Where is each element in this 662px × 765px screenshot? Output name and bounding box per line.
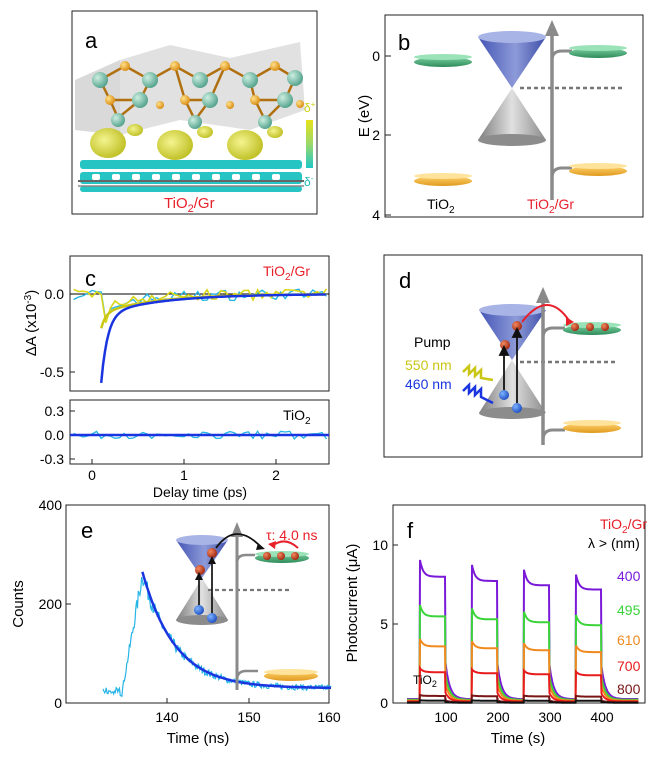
panel-e-xlabel: Time (ns) bbox=[167, 730, 230, 747]
electron-icons bbox=[500, 321, 609, 350]
panel-e-ylabel: Counts bbox=[10, 580, 27, 628]
panel-e-ytick: 0 bbox=[54, 695, 62, 711]
dirac-cone-icon bbox=[478, 31, 546, 146]
panel-c-top-label: TiO2/Gr bbox=[263, 263, 310, 283]
pump-460-icon bbox=[462, 381, 494, 405]
panel-e: e Counts Time (ns) 400 200 0 140 150 160 bbox=[10, 497, 341, 747]
pump-550-icon bbox=[462, 362, 494, 382]
panel-d-letter: d bbox=[399, 268, 411, 293]
legend-800: 800 bbox=[617, 681, 641, 697]
panel-f-ytick: 0 bbox=[380, 695, 388, 711]
panel-f-xtick: 100 bbox=[434, 709, 458, 725]
panel-c: c TiO2/Gr TiO2 ΔA (x10-3) 0.0 -0.5 0.3 0… bbox=[23, 255, 330, 500]
panel-e-ytick: 200 bbox=[39, 596, 63, 612]
panel-e-xtick: 150 bbox=[237, 709, 261, 725]
panel-c-letter: c bbox=[85, 266, 96, 291]
panel-f-xtick: 300 bbox=[538, 709, 562, 725]
charge-scale-bar bbox=[306, 120, 313, 168]
panel-c-xtick: 2 bbox=[272, 467, 280, 483]
transfer-arrow-icon bbox=[521, 304, 571, 323]
panel-b-ytick: 4 bbox=[372, 207, 380, 223]
transfer-arrowhead-icon bbox=[566, 317, 574, 326]
panel-c-xlabel: Delay time (ps) bbox=[153, 484, 247, 500]
panel-a-letter: a bbox=[85, 28, 98, 53]
wavelength-legend: 400 495 610 700 800 bbox=[617, 568, 641, 697]
excitation-arrows bbox=[498, 326, 523, 403]
lifetime-label: τ: 4.0 ns bbox=[266, 527, 317, 543]
panel-a: a bbox=[71, 10, 318, 215]
panel-c-ytick: -0.5 bbox=[40, 364, 64, 380]
panel-c-ytick: 0.3 bbox=[45, 403, 65, 419]
legend-700: 700 bbox=[617, 658, 641, 674]
panel-b-tickmarks bbox=[385, 55, 391, 216]
panel-b-ytick: 2 bbox=[372, 127, 380, 143]
panel-e-tickmarks bbox=[66, 603, 250, 703]
panel-a-label: TiO2/Gr bbox=[164, 195, 215, 215]
panel-b-letter: b bbox=[398, 30, 410, 55]
tio2gr-cb-band bbox=[569, 45, 627, 58]
panel-e-schematic bbox=[176, 522, 318, 690]
panel-c-ytick: 0.0 bbox=[45, 427, 65, 443]
panel-e-ytick: 400 bbox=[39, 497, 63, 513]
tio2gr-vb-band bbox=[569, 163, 627, 176]
energy-arrow-icon bbox=[536, 287, 565, 445]
panel-b-tio2gr-label: TiO2/Gr bbox=[527, 196, 574, 216]
panel-c-xticks: 0 1 2 bbox=[88, 467, 280, 483]
panel-f-xticks: 100 200 300 400 bbox=[434, 709, 614, 725]
pump-460-label: 460 nm bbox=[405, 376, 452, 392]
panel-b-yticks: 0 2 4 bbox=[372, 48, 380, 223]
panel-b: b E (eV) 0 2 4 bbox=[356, 14, 644, 223]
panel-f-letter: f bbox=[407, 518, 414, 543]
vb-band bbox=[563, 420, 621, 433]
panel-c-bottom-label: TiO2 bbox=[283, 407, 311, 427]
pump-label: Pump bbox=[414, 334, 451, 350]
panel-c-ytick: 0.0 bbox=[45, 286, 65, 302]
panel-f-xlabel: Time (s) bbox=[491, 730, 545, 747]
panel-e-xtick: 140 bbox=[155, 709, 179, 725]
panel-c-yticks: 0.0 -0.5 0.3 0.0 -0.3 bbox=[40, 286, 64, 467]
delta-minus-label: δ- bbox=[304, 174, 314, 189]
pump-550-label: 550 nm bbox=[405, 357, 452, 373]
panel-f-ytick: 5 bbox=[380, 616, 388, 632]
panel-b-ylabel: E (eV) bbox=[356, 95, 373, 138]
panel-e-letter: e bbox=[81, 518, 93, 543]
energy-arrow-icon bbox=[545, 20, 572, 200]
photocurrent-trace bbox=[407, 699, 639, 704]
tio2-vb-band bbox=[414, 173, 472, 186]
legend-400: 400 bbox=[617, 568, 641, 584]
wavelength-header: λ > (nm) bbox=[588, 535, 640, 551]
hole-icons bbox=[499, 390, 522, 413]
tio2-trace-label: TiO2 bbox=[413, 673, 437, 689]
panel-f-ytick: 10 bbox=[372, 537, 388, 553]
tio2-cb-band bbox=[414, 54, 472, 67]
panel-e-xtick: 160 bbox=[317, 709, 341, 725]
dirac-cone-icon bbox=[479, 304, 546, 419]
panel-c-xtick: 1 bbox=[180, 467, 188, 483]
panel-f-title: TiO2/Gr bbox=[600, 516, 647, 536]
panel-b-ytick: 0 bbox=[372, 48, 380, 64]
panel-d: d bbox=[383, 254, 643, 458]
legend-610: 610 bbox=[617, 632, 641, 648]
photocurrent-traces bbox=[407, 559, 639, 704]
panel-b-tio2-label: TiO2 bbox=[427, 196, 455, 216]
delta-plus-label: δ+ bbox=[304, 100, 316, 115]
panel-f-xtick: 200 bbox=[486, 709, 510, 725]
panel-f-yticks: 0 5 10 bbox=[372, 537, 388, 711]
panel-f-ylabel: Photocurrent (μA) bbox=[344, 544, 361, 663]
crystal-structure bbox=[75, 42, 305, 192]
panel-c-ylabel: ΔA (x10-3) bbox=[23, 290, 40, 356]
panel-c-ytick: -0.3 bbox=[40, 451, 64, 467]
legend-495: 495 bbox=[617, 602, 641, 618]
panel-c-xtick: 0 bbox=[88, 467, 96, 483]
panel-e-yticks: 400 200 0 bbox=[39, 497, 63, 711]
panel-f-xtick: 400 bbox=[590, 709, 614, 725]
panel-f: f Photocurrent (μA) Time (s) 0 5 10 100 … bbox=[344, 504, 647, 747]
panel-e-xticks: 140 150 160 bbox=[155, 709, 341, 725]
blue-fit-curve bbox=[99, 293, 326, 384]
